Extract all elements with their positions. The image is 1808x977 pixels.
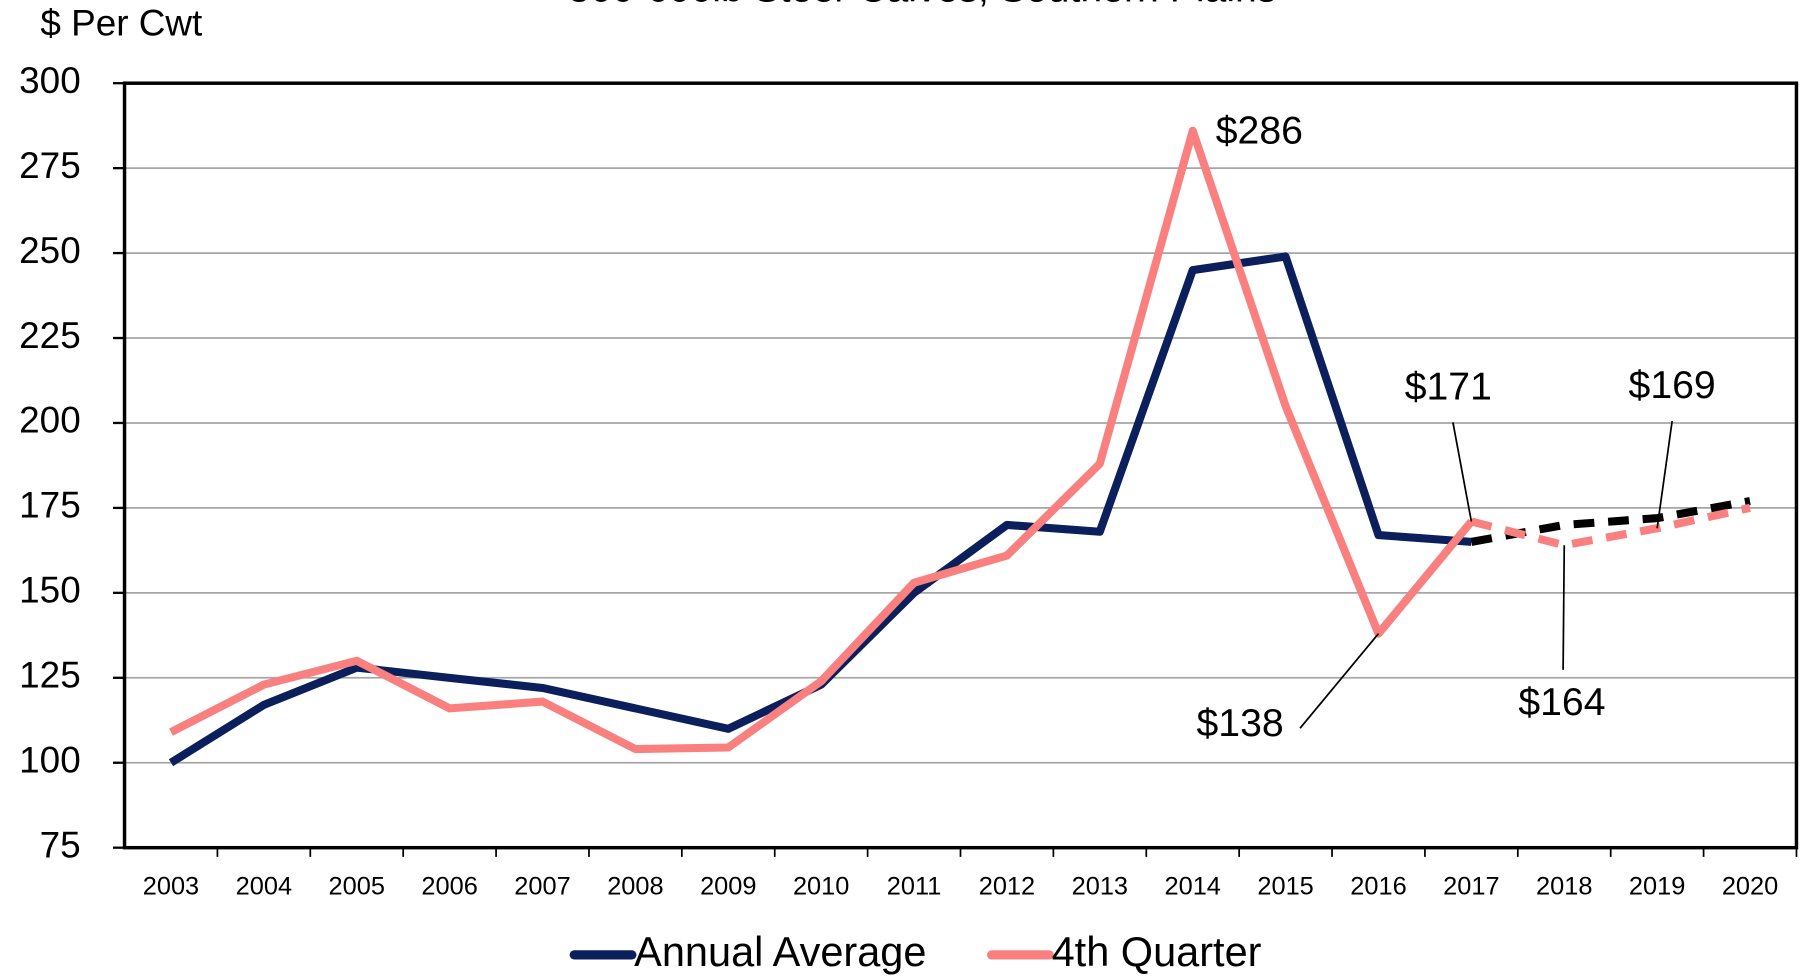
x-tick-label: 2011 <box>887 873 942 901</box>
x-tick-label: 2018 <box>1536 873 1592 901</box>
x-tick-label: 2008 <box>607 873 663 901</box>
x-tick-label: 2004 <box>236 873 292 901</box>
x-tick-label: 2019 <box>1629 873 1685 901</box>
chart-title: 500-600lb Steer Calves, Southern Plains <box>568 0 1276 10</box>
plot-border <box>122 81 1799 850</box>
series-line <box>169 126 1475 754</box>
x-tick-label: 2009 <box>700 873 756 901</box>
data-label: $286 <box>1216 109 1303 152</box>
y-tick-label: 300 <box>19 60 81 101</box>
y-axis-label: $ Per Cwt <box>40 2 202 43</box>
data-label: $138 <box>1197 702 1284 745</box>
leader-line <box>1562 545 1566 670</box>
y-tick-label: 250 <box>19 230 81 271</box>
x-tick-label: 2006 <box>421 873 477 901</box>
data-label: $171 <box>1405 365 1492 408</box>
x-tick-label: 2007 <box>514 873 570 901</box>
y-tick-label: 225 <box>19 315 81 356</box>
series-line <box>168 252 1472 767</box>
y-tick-label: 150 <box>19 570 81 611</box>
legend-label: Annual Average <box>634 928 926 975</box>
x-tick-label: 2010 <box>793 873 849 901</box>
leader-line <box>1299 633 1380 729</box>
y-tick-label: 175 <box>19 485 81 526</box>
x-tick-label: 2015 <box>1257 873 1313 901</box>
y-tick-label: 275 <box>19 145 81 186</box>
x-tick-label: 2014 <box>1165 873 1221 901</box>
y-tick-label: 125 <box>19 655 81 696</box>
x-tick-label: 2003 <box>143 873 199 901</box>
data-label: $164 <box>1518 681 1605 724</box>
x-tick-label: 2017 <box>1443 873 1499 901</box>
x-tick-label: 2020 <box>1722 873 1778 901</box>
leader-line <box>1452 422 1473 522</box>
x-tick-label: 2012 <box>979 873 1035 901</box>
forecast-line <box>1470 503 1751 550</box>
y-tick-label: 200 <box>19 400 81 441</box>
y-tick-label: 100 <box>19 739 81 780</box>
x-tick-label: 2016 <box>1350 873 1406 901</box>
y-tick-label: 75 <box>40 824 81 865</box>
x-tick-label: 2013 <box>1072 873 1128 901</box>
legend-label: 4th Quarter <box>1052 928 1262 975</box>
leader-line <box>1656 420 1673 529</box>
data-label: $169 <box>1629 364 1716 407</box>
x-tick-label: 2005 <box>329 873 385 901</box>
